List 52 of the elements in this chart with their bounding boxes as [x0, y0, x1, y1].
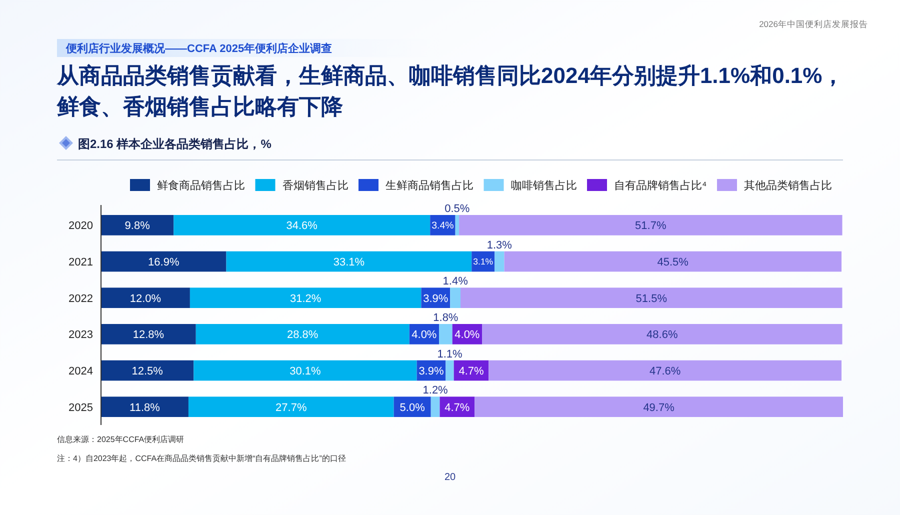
data-label: 48.6%	[646, 329, 678, 342]
y-tick-label: 2020	[68, 220, 93, 232]
data-label: 31.2%	[290, 292, 322, 305]
legend-label: 生鲜商品销售占比	[386, 179, 474, 192]
y-tick-label: 2025	[68, 402, 93, 414]
y-tick-label: 2022	[68, 292, 93, 305]
y-tick-label: 2024	[68, 366, 93, 378]
data-label: 1.2%	[422, 384, 448, 397]
data-label: 47.6%	[649, 365, 681, 378]
legend-label: 自有品牌销售占比⁴	[614, 179, 708, 192]
data-label: 1.4%	[442, 276, 468, 288]
y-tick-label: 2023	[68, 329, 93, 342]
data-label: 5.0%	[400, 402, 426, 414]
legend-label: 香烟销售占比	[282, 179, 348, 192]
data-label: 1.1%	[437, 348, 463, 360]
chart-title: 从商品品类销售贡献看，生鲜商品、咖啡销售同比2024年分别提升1.1%和0.1%，鲜食、香烟销售占比略有下降	[56, 63, 844, 119]
data-label: 11.8%	[130, 402, 160, 414]
text: 注：4）自2023年起，CCFA在商品品类销售贡献中新增“自有品牌销售占比”的口径	[57, 454, 346, 463]
y-tick-label: 2021	[68, 256, 93, 268]
data-label: 27.7%	[276, 402, 307, 414]
text: 20	[444, 472, 456, 483]
data-label: 3.9%	[423, 292, 448, 305]
data-label: 51.7%	[635, 220, 666, 232]
data-label: 16.9%	[148, 256, 180, 268]
data-label: 4.0%	[454, 329, 480, 342]
data-label: 28.8%	[287, 329, 318, 342]
data-label: 1.3%	[486, 239, 512, 252]
data-label: 45.5%	[657, 256, 689, 268]
data-label: 12.8%	[132, 329, 164, 342]
data-label: 49.7%	[643, 402, 675, 414]
data-label: 12.5%	[132, 365, 164, 378]
data-label: 4.0%	[412, 329, 437, 342]
data-label: 3.9%	[418, 365, 444, 378]
data-label: 0.5%	[444, 202, 470, 215]
data-label: 3.4%	[432, 220, 454, 232]
data-label: 9.8%	[124, 220, 150, 232]
chart-subtitle: 图2.16 样本企业各品类销售占比，%	[78, 137, 272, 151]
data-label: 33.1%	[333, 256, 365, 268]
legend-label: 鲜食商品销售占比	[157, 179, 245, 192]
text: 2026年中国便利店发展报告	[759, 19, 868, 29]
data-label: 3.1%	[473, 256, 494, 267]
legend-label: 其他品类销售占比	[744, 179, 832, 192]
data-label: 4.7%	[444, 402, 470, 414]
data-label: 34.6%	[286, 220, 318, 232]
text: 便利店行业发展概况——CCFA 2025年便利店企业调查	[65, 42, 332, 55]
legend-label: 咖啡销售占比	[510, 179, 577, 192]
data-label: 51.5%	[636, 292, 668, 305]
data-label: 1.8%	[433, 312, 458, 324]
text: 信息来源：2025年CCFA便利店调研	[57, 435, 184, 444]
data-label: 30.1%	[290, 365, 322, 378]
data-label: 12.0%	[130, 292, 162, 305]
data-label: 4.7%	[458, 365, 484, 378]
